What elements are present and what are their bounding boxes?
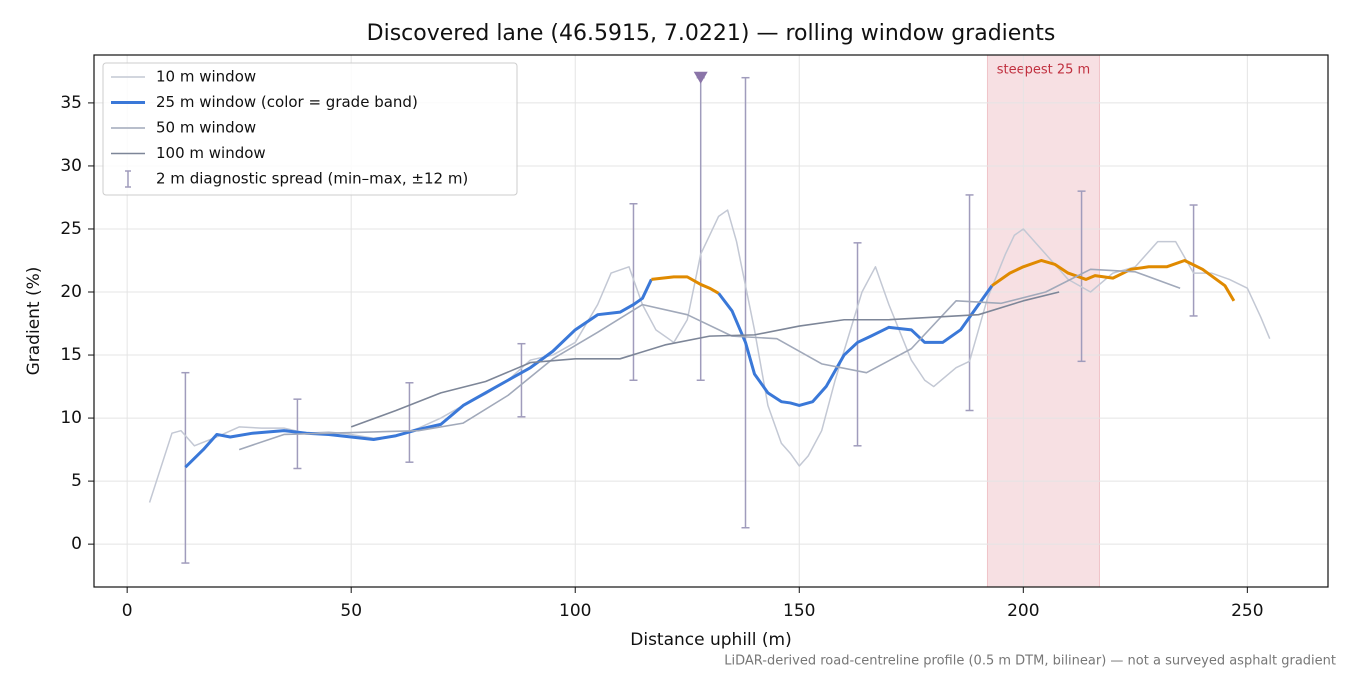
y-tick-label: 0	[71, 534, 82, 554]
y-tick-label: 35	[60, 93, 82, 113]
series-line	[717, 284, 994, 407]
footnote: LiDAR-derived road-centreline profile (0…	[724, 654, 1336, 669]
series-line	[148, 209, 1271, 503]
chart-title: Discovered lane (46.5915, 7.0221) — roll…	[367, 21, 1056, 46]
series-line	[991, 258, 1236, 302]
legend-box	[102, 62, 518, 196]
plot-frame	[93, 54, 1329, 588]
y-tick-label: 15	[60, 345, 82, 365]
series-line	[184, 278, 653, 469]
y-tick-label: 20	[60, 282, 82, 302]
highlight-band	[986, 54, 1100, 588]
x-tick-label: 200	[1007, 601, 1039, 621]
x-tick-label: 250	[1231, 601, 1263, 621]
legend: 10 m window 25 m window (color = grade ba…	[102, 62, 518, 196]
x-tick-label: 0	[122, 601, 133, 621]
legend-label: 100 m window	[156, 144, 266, 162]
y-tick-label: 25	[60, 219, 82, 239]
x-axis-label: Distance uphill (m)	[630, 630, 791, 650]
y-axis-label: Gradient (%)	[24, 267, 44, 376]
x-tick-label: 100	[559, 601, 591, 621]
series-line	[350, 291, 1060, 428]
legend-label: 10 m window	[156, 68, 256, 86]
legend-label: 50 m window	[156, 119, 256, 137]
legend-label: 2 m diagnostic spread (min–max, ±12 m)	[156, 170, 468, 188]
x-tick-label: 50	[340, 601, 362, 621]
x-tick-label: 150	[783, 601, 815, 621]
y-tick-label: 10	[60, 408, 82, 428]
y-tick-label: 5	[71, 471, 82, 491]
clipped-marker	[693, 71, 708, 84]
highlight-label: steepest 25 m	[997, 63, 1090, 78]
series-line	[238, 268, 1181, 451]
legend-label: 25 m window (color = grade band)	[156, 93, 418, 111]
y-tick-label: 30	[60, 156, 82, 176]
series-line	[651, 275, 720, 295]
